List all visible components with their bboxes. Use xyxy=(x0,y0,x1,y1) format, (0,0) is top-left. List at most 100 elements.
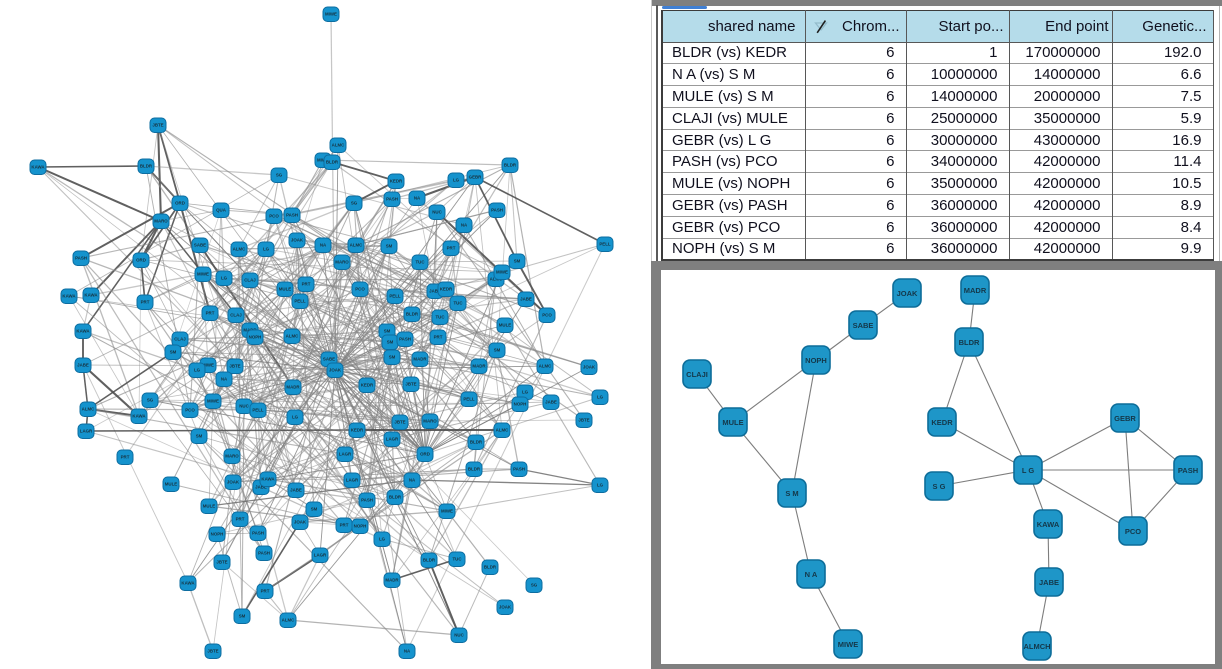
svg-text:PRT: PRT xyxy=(434,335,443,340)
svg-text:JABE: JABE xyxy=(520,297,532,302)
svg-text:SG: SG xyxy=(276,173,283,178)
svg-text:BLDR: BLDR xyxy=(389,495,402,500)
svg-text:JOAK: JOAK xyxy=(583,365,596,370)
svg-text:SABE: SABE xyxy=(323,357,335,362)
svg-text:PRT: PRT xyxy=(206,311,215,316)
svg-text:MADR: MADR xyxy=(964,286,987,295)
svg-text:PCO: PCO xyxy=(185,408,195,413)
svg-text:PELL: PELL xyxy=(389,294,401,299)
svg-text:PASH: PASH xyxy=(491,208,503,213)
svg-text:SM: SM xyxy=(196,434,203,439)
svg-text:JABE: JABE xyxy=(429,289,441,294)
svg-text:ORD: ORD xyxy=(136,258,146,263)
svg-text:PASH: PASH xyxy=(1178,466,1198,475)
svg-text:MULE: MULE xyxy=(165,482,178,487)
svg-text:KAWA: KAWA xyxy=(31,165,45,170)
svg-text:PASH: PASH xyxy=(399,337,411,342)
svg-text:NUC: NUC xyxy=(239,404,249,409)
svg-text:CLAJI: CLAJI xyxy=(686,370,708,379)
svg-text:MADR: MADR xyxy=(413,357,427,362)
svg-text:NOPH: NOPH xyxy=(249,335,262,340)
svg-text:SG: SG xyxy=(531,583,538,588)
svg-text:MARO: MARO xyxy=(335,260,349,265)
svg-text:ALMC: ALMC xyxy=(282,618,296,623)
svg-text:BLDR: BLDR xyxy=(140,164,153,169)
svg-text:MARO: MARO xyxy=(423,419,437,424)
svg-text:BLDR: BLDR xyxy=(470,440,483,445)
svg-text:LG: LG xyxy=(597,395,604,400)
svg-text:GEBR: GEBR xyxy=(469,175,483,180)
svg-text:LG: LG xyxy=(597,483,604,488)
svg-text:CLAJ: CLAJ xyxy=(244,278,256,283)
svg-text:MARO: MARO xyxy=(154,219,168,224)
svg-text:SM: SM xyxy=(386,244,393,249)
svg-text:NA: NA xyxy=(461,223,468,228)
svg-text:PELL: PELL xyxy=(463,397,475,402)
svg-text:N A: N A xyxy=(805,570,818,579)
svg-text:MULE: MULE xyxy=(279,287,292,292)
svg-text:PCO: PCO xyxy=(1125,527,1141,536)
svg-text:JBTE: JBTE xyxy=(152,123,163,128)
svg-text:JBTE: JBTE xyxy=(229,364,240,369)
svg-text:MIWE: MIWE xyxy=(838,640,858,649)
svg-text:PRT: PRT xyxy=(340,523,349,528)
svg-text:S M: S M xyxy=(785,489,798,498)
svg-text:SM: SM xyxy=(239,614,246,619)
svg-text:NA: NA xyxy=(414,196,421,201)
svg-text:KAWA: KAWA xyxy=(181,581,195,586)
svg-text:NOPH: NOPH xyxy=(805,356,827,365)
svg-text:JBTE: JBTE xyxy=(207,649,218,654)
svg-text:PASH: PASH xyxy=(75,256,87,261)
svg-text:KEDR: KEDR xyxy=(361,383,374,388)
svg-text:LG: LG xyxy=(263,247,270,252)
svg-text:MARO: MARO xyxy=(225,454,239,459)
svg-text:MIWE: MIWE xyxy=(317,158,329,163)
svg-text:NA: NA xyxy=(320,243,327,248)
svg-text:MADR: MADR xyxy=(286,385,300,390)
svg-text:CLAJ: CLAJ xyxy=(230,313,242,318)
svg-text:NOPH: NOPH xyxy=(514,402,527,407)
svg-text:MULE: MULE xyxy=(499,323,512,328)
svg-text:JOAK: JOAK xyxy=(291,238,304,243)
svg-text:TUC: TUC xyxy=(415,260,425,265)
svg-text:ALMC: ALMC xyxy=(286,334,300,339)
svg-text:PELL: PELL xyxy=(599,242,611,247)
svg-text:ALMC: ALMC xyxy=(82,407,96,412)
svg-text:PCO: PCO xyxy=(269,214,279,219)
svg-text:MIWE: MIWE xyxy=(325,12,337,17)
svg-text:LG: LG xyxy=(292,415,299,420)
svg-text:PASH: PASH xyxy=(513,467,525,472)
svg-text:LAGR: LAGR xyxy=(386,437,399,442)
svg-text:KEDR: KEDR xyxy=(931,418,953,427)
svg-text:JOAK: JOAK xyxy=(227,480,240,485)
svg-text:MIWE: MIWE xyxy=(496,270,508,275)
svg-text:JOAK: JOAK xyxy=(329,368,342,373)
svg-text:TUC: TUC xyxy=(435,315,445,320)
svg-text:NUC: NUC xyxy=(454,633,464,638)
svg-text:KEDR: KEDR xyxy=(351,428,364,433)
svg-text:KAWA: KAWA xyxy=(132,414,146,419)
svg-text:MIWE: MIWE xyxy=(441,509,453,514)
svg-text:ALMC: ALMC xyxy=(496,428,510,433)
svg-text:NOPH: NOPH xyxy=(211,532,224,537)
svg-text:JABE: JABE xyxy=(77,363,89,368)
svg-text:ORD: ORD xyxy=(175,201,185,206)
svg-text:KAWA: KAWA xyxy=(84,293,98,298)
svg-text:PCO: PCO xyxy=(355,287,365,292)
svg-text:ALMC: ALMC xyxy=(539,364,553,369)
svg-text:MIWE: MIWE xyxy=(207,399,219,404)
svg-text:JBTE: JBTE xyxy=(405,382,416,387)
svg-text:GEBR: GEBR xyxy=(1114,414,1136,423)
svg-text:PASH: PASH xyxy=(361,498,373,503)
svg-text:PRT: PRT xyxy=(302,282,311,287)
svg-text:KAWA: KAWA xyxy=(261,477,275,482)
svg-text:PCO: PCO xyxy=(542,313,552,318)
svg-text:BLDR: BLDR xyxy=(406,312,419,317)
svg-text:JBTE: JBTE xyxy=(394,420,405,425)
svg-text:LAGR: LAGR xyxy=(346,478,359,483)
svg-text:NOPH: NOPH xyxy=(354,524,367,529)
svg-text:SM: SM xyxy=(389,355,396,360)
svg-text:BLDR: BLDR xyxy=(959,338,980,347)
svg-text:ORD: ORD xyxy=(420,452,430,457)
svg-text:PASH: PASH xyxy=(258,551,270,556)
